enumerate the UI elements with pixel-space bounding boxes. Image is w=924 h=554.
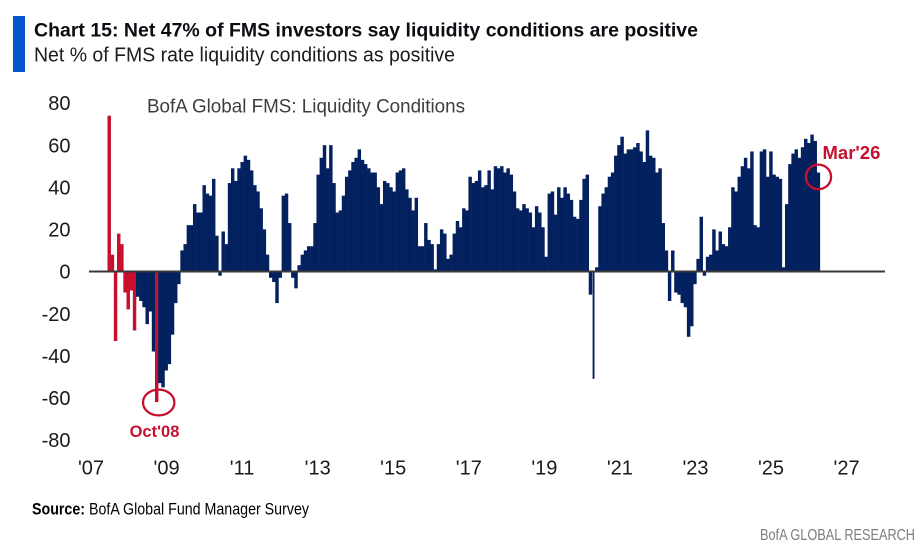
svg-text:Oct'08: Oct'08 (130, 423, 180, 441)
svg-text:20: 20 (48, 220, 70, 242)
svg-text:-40: -40 (42, 346, 71, 368)
svg-text:Mar'26: Mar'26 (823, 142, 881, 163)
svg-text:'21: '21 (607, 458, 633, 480)
svg-text:BofA Global FMS: Liquidity Con: BofA Global FMS: Liquidity Conditions (147, 96, 465, 118)
svg-text:Net % of FMS rate liquidity co: Net % of FMS rate liquidity conditions a… (34, 45, 455, 67)
svg-text:'27: '27 (834, 458, 860, 480)
svg-text:Source: BofA Global Fund Manag: Source: BofA Global Fund Manager Survey (32, 501, 310, 519)
svg-text:'07: '07 (78, 458, 104, 480)
svg-text:BofA GLOBAL RESEARCH: BofA GLOBAL RESEARCH (760, 527, 915, 544)
svg-text:-20: -20 (42, 304, 71, 326)
svg-text:'19: '19 (531, 458, 557, 480)
svg-text:'23: '23 (682, 458, 708, 480)
svg-text:'09: '09 (154, 458, 180, 480)
svg-text:-80: -80 (42, 430, 71, 452)
svg-text:80: 80 (48, 93, 70, 115)
svg-text:60: 60 (48, 135, 70, 157)
svg-text:'15: '15 (380, 458, 406, 480)
svg-text:40: 40 (48, 178, 70, 200)
svg-text:0: 0 (59, 262, 70, 284)
svg-text:'11: '11 (230, 458, 255, 480)
svg-text:'25: '25 (758, 458, 784, 480)
svg-text:Chart 15: Net 47% of FMS inves: Chart 15: Net 47% of FMS investors say l… (34, 20, 698, 42)
svg-text:-60: -60 (42, 388, 71, 410)
svg-text:'17: '17 (456, 458, 482, 480)
svg-text:'13: '13 (305, 458, 331, 480)
